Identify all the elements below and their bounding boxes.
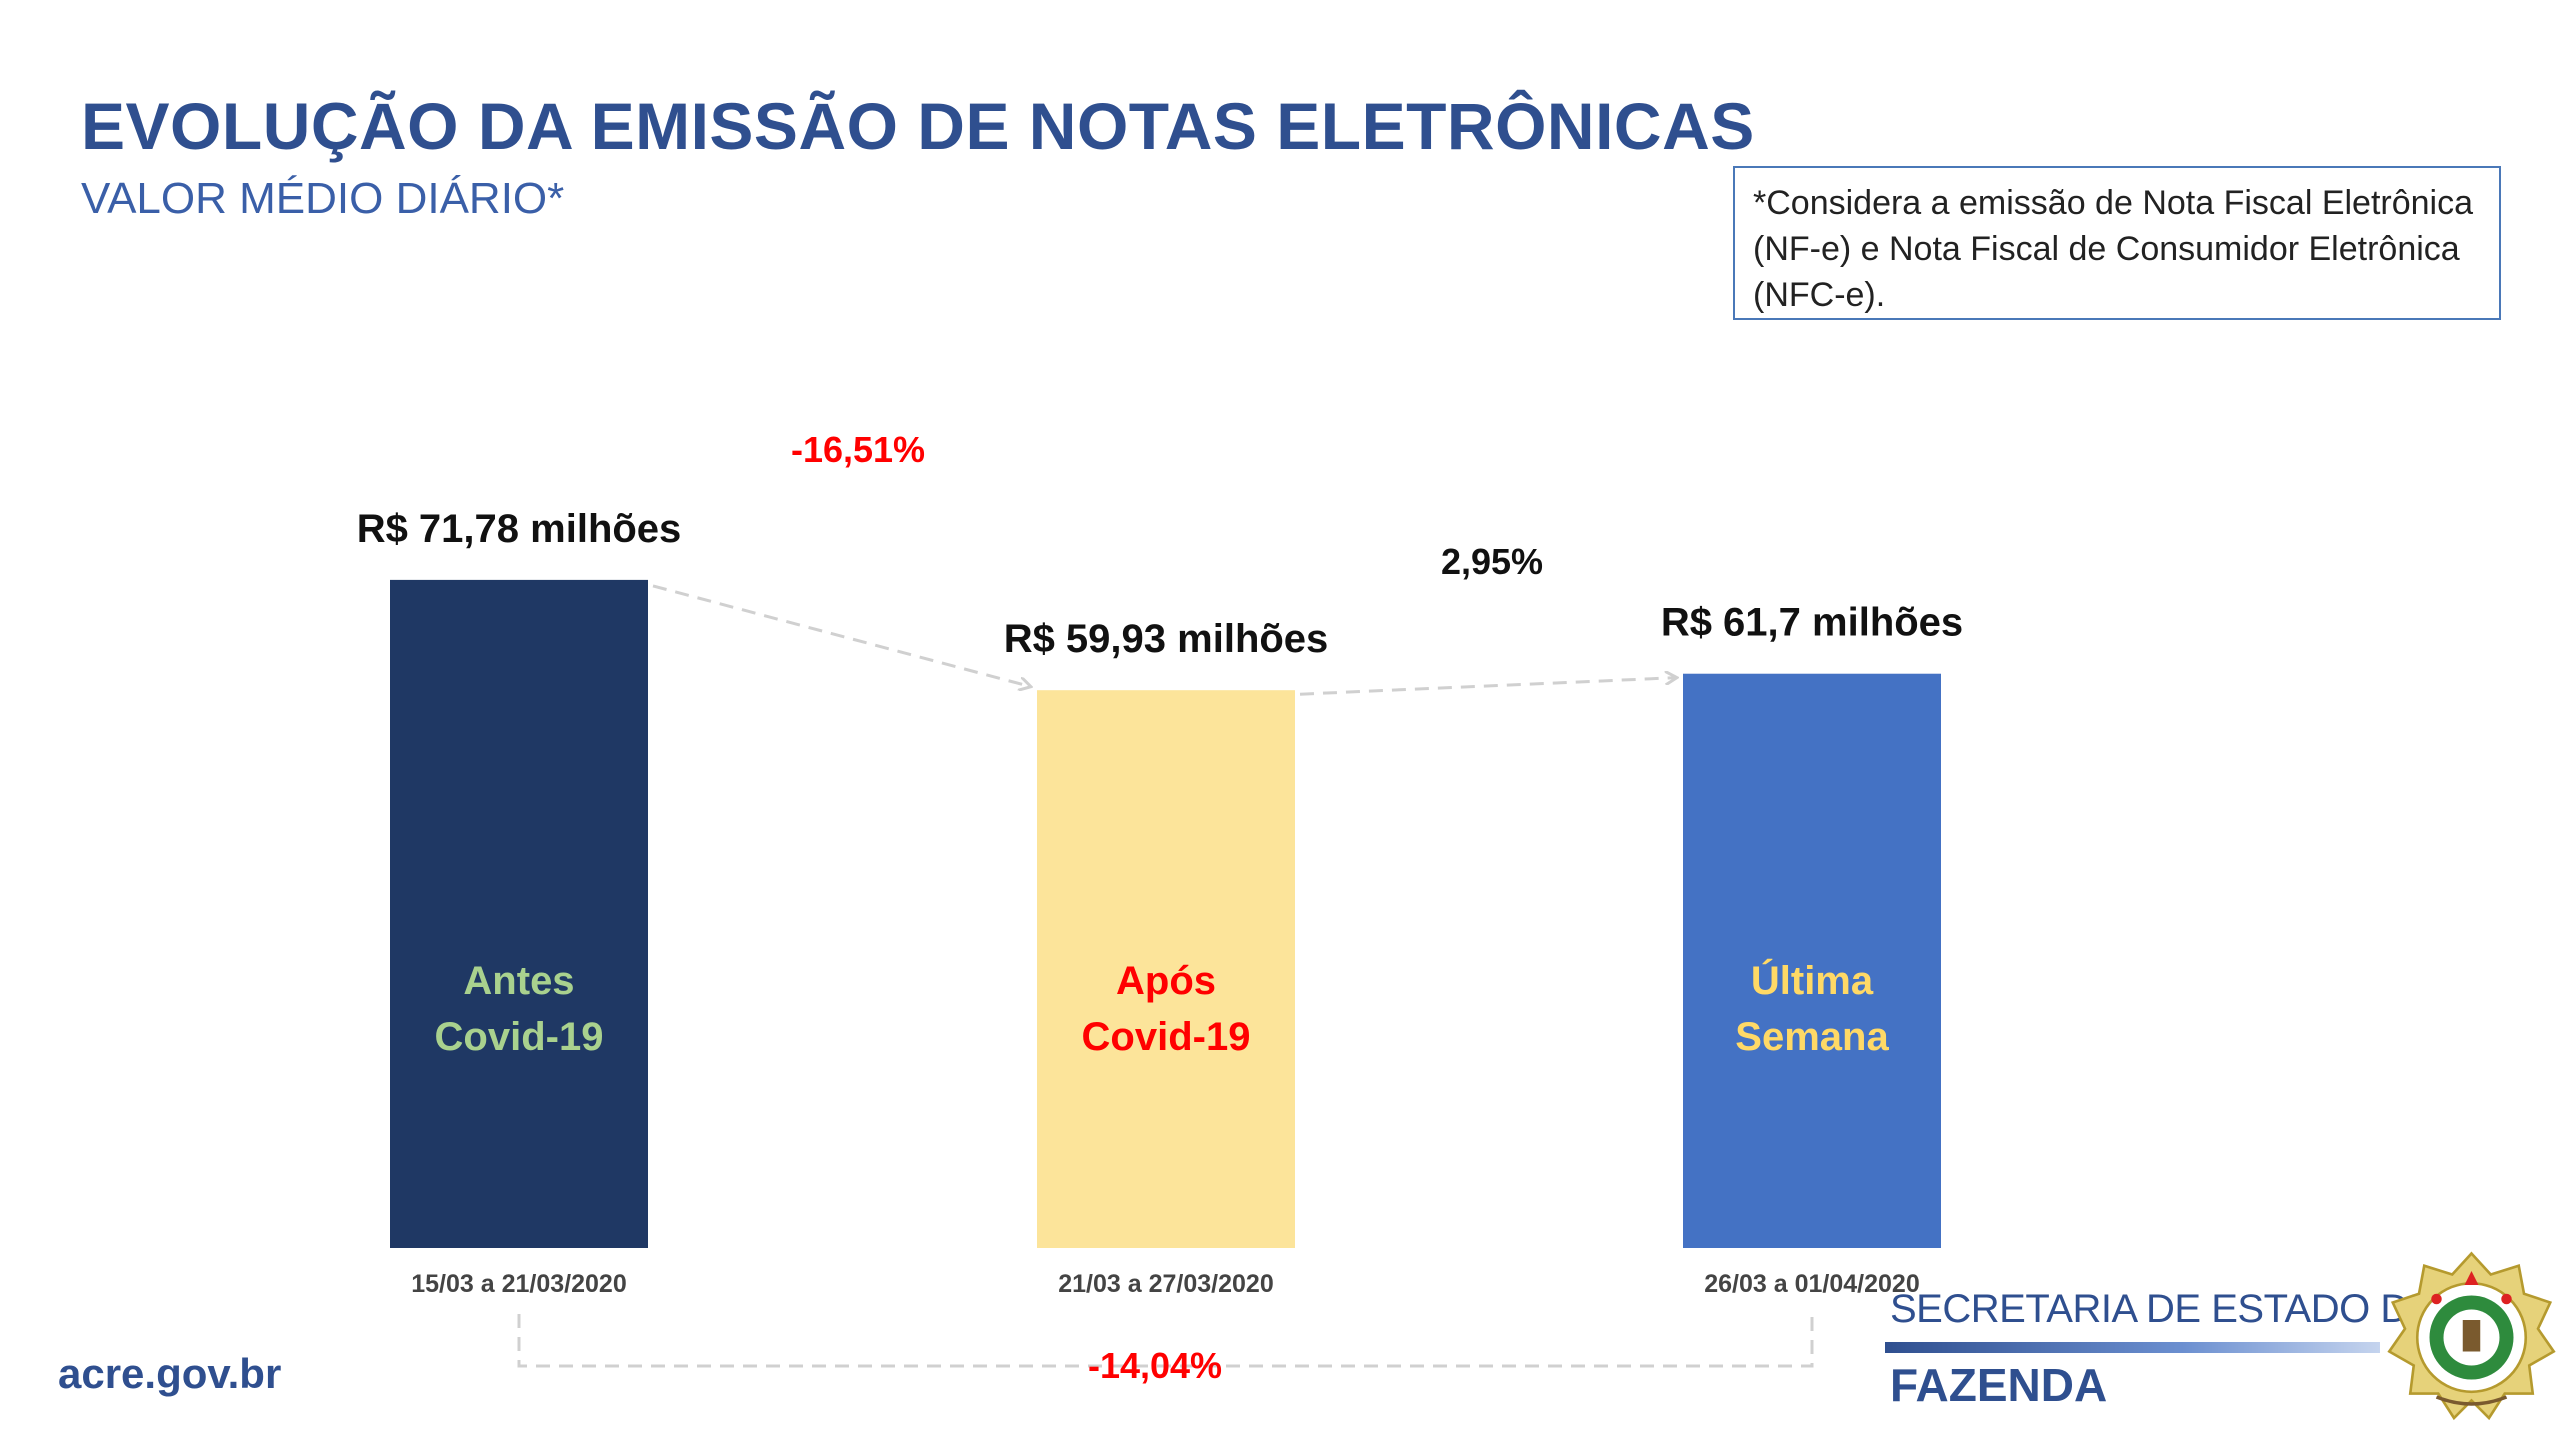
value-label: R$ 71,78 milhões <box>357 507 682 551</box>
bar-inner-label: Semana <box>1735 1015 1889 1059</box>
bar-inner-label: Antes <box>463 959 574 1003</box>
x-tick-label: 26/03 a 01/04/2020 <box>1704 1270 1919 1298</box>
bar-inner-label: Covid-19 <box>435 1015 604 1059</box>
bar-inner-label: Última <box>1751 957 1874 1003</box>
value-label: R$ 61,7 milhões <box>1661 601 1963 645</box>
total-change-bracket <box>517 1314 1814 1368</box>
bar-3 <box>1683 673 1941 1248</box>
page-title: EVOLUÇÃO DA EMISSÃO DE NOTAS ELETRÔNICAS <box>81 89 1755 163</box>
org-divider <box>1885 1342 2380 1353</box>
org-name-line1: SECRETARIA DE ESTADO DE <box>1890 1287 2435 1331</box>
change-label: 2,95% <box>1441 541 1543 582</box>
change-arrow <box>652 584 1029 686</box>
change-label: -16,51% <box>791 429 925 470</box>
value-label: R$ 59,93 milhões <box>1004 617 1329 661</box>
state-seal-icon <box>2387 1251 2556 1421</box>
x-tick-label: 21/03 a 27/03/2020 <box>1058 1270 1273 1298</box>
bar-inner-label: Covid-19 <box>1082 1015 1251 1059</box>
bar-inner-label: Após <box>1116 959 1216 1003</box>
bar-2 <box>1037 690 1295 1248</box>
page-subtitle: VALOR MÉDIO DIÁRIO* <box>81 174 565 223</box>
change-label: -14,04% <box>1088 1345 1222 1386</box>
footnote-box: *Considera a emissão de Nota Fiscal Elet… <box>1733 166 2501 320</box>
bar-1 <box>390 579 648 1248</box>
org-name-line2: FAZENDA <box>1890 1359 2108 1411</box>
website-link[interactable]: acre.gov.br <box>58 1350 282 1397</box>
x-tick-label: 15/03 a 21/03/2020 <box>411 1270 626 1298</box>
change-arrow <box>1299 678 1675 696</box>
